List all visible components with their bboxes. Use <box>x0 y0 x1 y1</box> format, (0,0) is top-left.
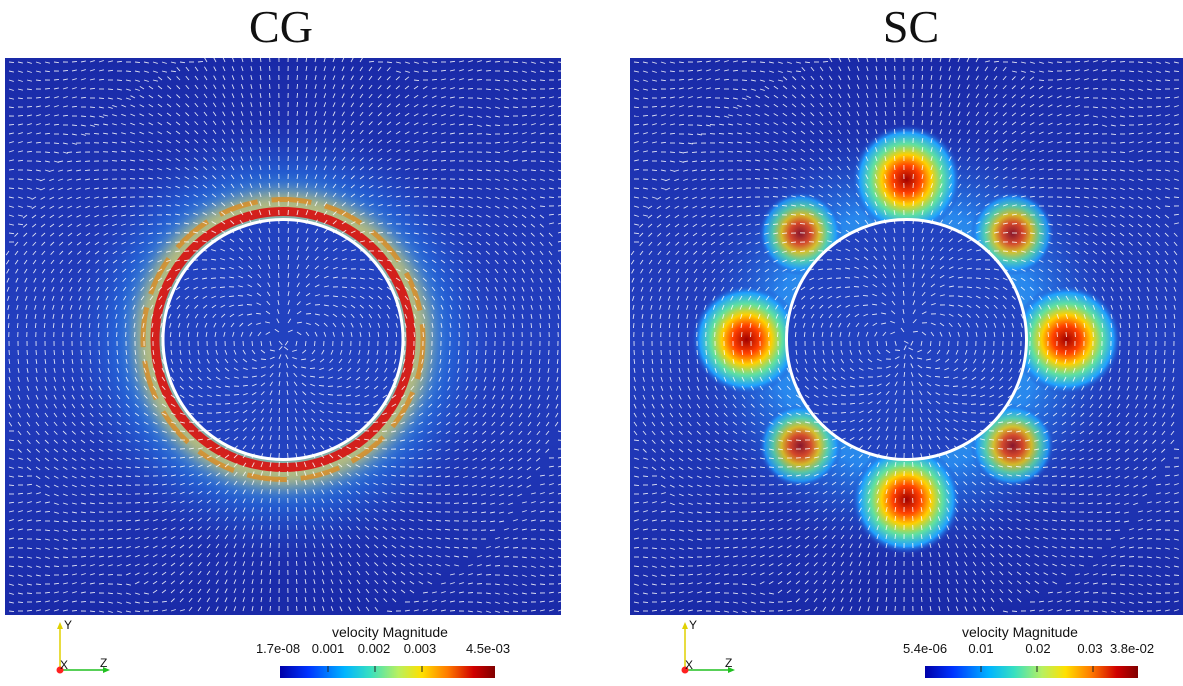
legend-tick: 0.03 <box>1077 641 1103 656</box>
legend-title: velocity Magnitude <box>962 624 1078 640</box>
legend-tick: 0.001 <box>311 641 345 656</box>
orientation-axes-cg: Y X Z <box>48 618 128 680</box>
colorbar-cg <box>280 666 495 678</box>
legend-tick: 0.01 <box>968 641 994 656</box>
axis-label-y: Y <box>689 618 698 632</box>
legend-tick: 5.4e-06 <box>902 641 948 656</box>
legend-title: velocity Magnitude <box>332 624 448 640</box>
legend-tick: 0.002 <box>357 641 391 656</box>
color-legend-sc: velocity Magnitude 5.4e-06 0.01 0.02 0.0… <box>880 624 1160 684</box>
velocity-field-sc <box>630 58 1183 615</box>
color-legend-cg: velocity Magnitude 1.7e-08 0.001 0.002 0… <box>250 624 530 684</box>
axis-label-y: Y <box>64 618 73 632</box>
legend-tick: 3.8e-02 <box>1109 641 1155 656</box>
legend-tick: 4.5e-03 <box>465 641 511 656</box>
axis-label-x: X <box>60 658 69 672</box>
velocity-field-image-cg <box>5 58 561 615</box>
orientation-axes-sc: Y X Z <box>673 618 753 680</box>
panel-title-cg: CG <box>249 1 313 52</box>
colorbar-sc <box>925 666 1138 678</box>
panel-title-sc: SC <box>882 1 940 52</box>
legend-tick: 0.02 <box>1025 641 1051 656</box>
legend-tick: 1.7e-08 <box>255 641 301 656</box>
velocity-field-image-sc <box>630 58 1183 615</box>
axis-label-z: Z <box>100 656 108 670</box>
axis-label-x: X <box>685 658 694 672</box>
axis-label-z: Z <box>725 656 733 670</box>
legend-tick: 0.003 <box>403 641 437 656</box>
velocity-field-cg <box>5 58 561 615</box>
